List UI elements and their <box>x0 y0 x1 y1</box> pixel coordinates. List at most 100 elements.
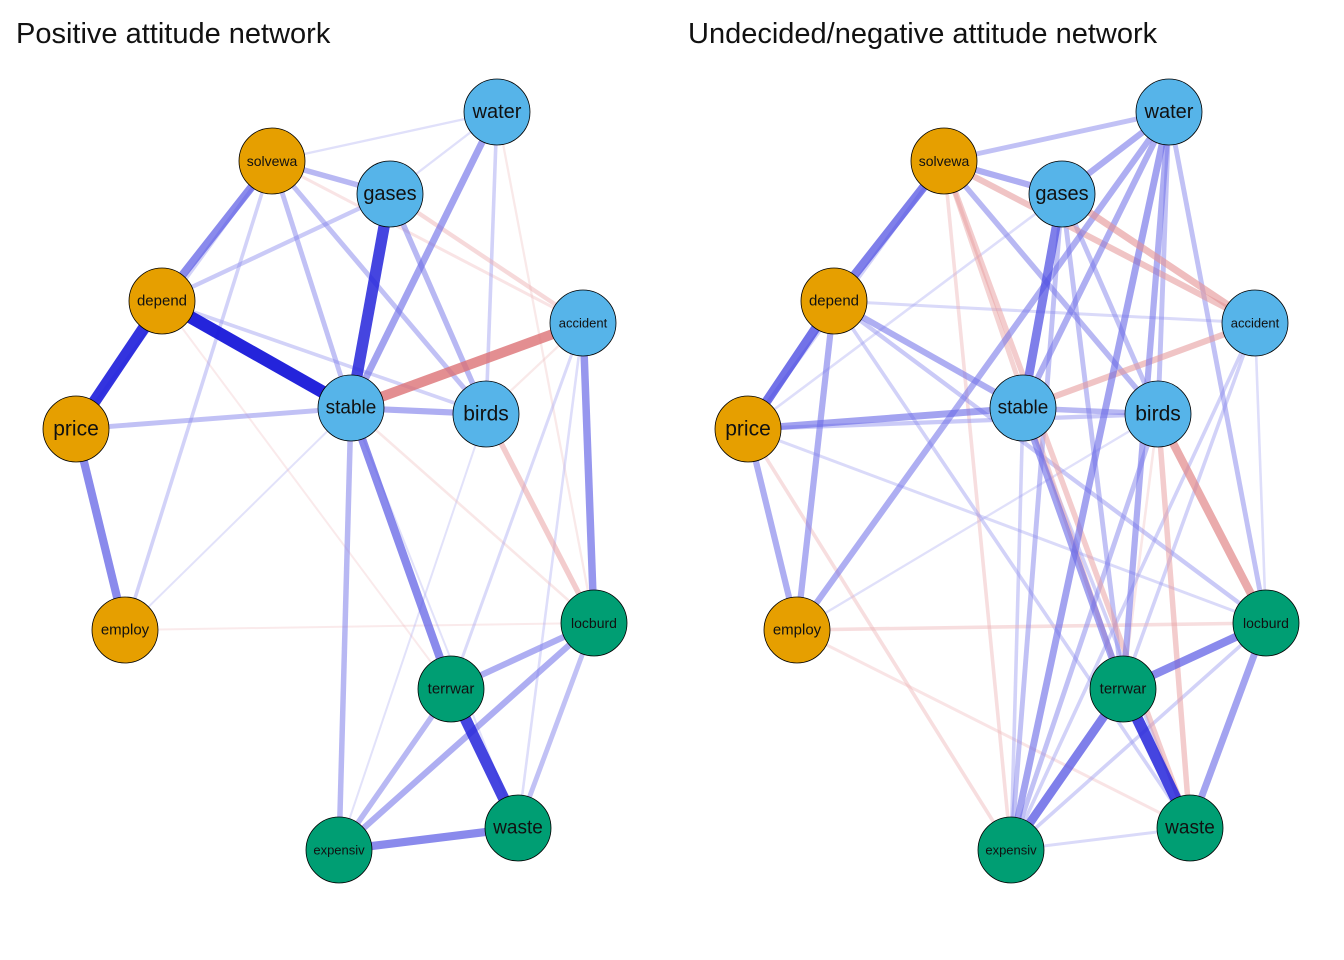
node-circle-waste <box>1156 794 1224 862</box>
edge-layer <box>744 109 1270 853</box>
edge-depend-stable <box>832 298 1025 411</box>
edge-birds-locburd <box>1154 412 1270 625</box>
edge-water-birds <box>484 111 499 415</box>
node-label-terrwar: terrwar <box>428 681 475 698</box>
edge-locburd-expensiv <box>336 620 597 853</box>
edge-locburd-expensiv <box>1009 621 1268 852</box>
node-depend: depend <box>800 267 868 335</box>
edge-accident-waste <box>516 322 585 829</box>
edge-birds-expensiv <box>1008 413 1161 851</box>
edge-layer <box>71 110 598 855</box>
edge-water-solvewa <box>943 109 1170 164</box>
node-stable: stable <box>317 374 385 442</box>
node-circle-terrwar <box>417 655 485 723</box>
node-accident: accident <box>1221 289 1289 357</box>
node-label-employ: employ <box>101 622 150 639</box>
edge-gases-stable <box>345 192 396 410</box>
edge-stable-terrwar <box>347 406 455 691</box>
edge-birds-expensiv <box>338 413 487 851</box>
positive-network-panel: water solvewa gases depend accident stable bir… <box>42 78 628 884</box>
edge-water-stable <box>1020 110 1172 410</box>
node-layer: water solvewa gases depend accident stable bir… <box>714 78 1300 884</box>
edge-price-stable <box>75 405 352 432</box>
node-circle-stable <box>317 374 385 442</box>
edge-accident-stable <box>1021 320 1257 411</box>
node-depend: depend <box>128 267 196 335</box>
undecided-network-panel: water solvewa gases depend accident stable bir… <box>714 78 1300 884</box>
node-circle-stable <box>989 374 1057 442</box>
node-circle-expensiv <box>305 816 373 884</box>
edge-gases-birds <box>387 192 489 416</box>
node-layer: water solvewa gases depend accident stable bir… <box>42 78 628 884</box>
edge-birds-waste <box>1155 413 1193 829</box>
node-price: price <box>42 395 110 463</box>
edge-solvewa-accident <box>271 159 584 325</box>
node-expensiv: expensiv <box>305 816 373 884</box>
node-birds: birds <box>1124 380 1192 448</box>
node-terrwar: terrwar <box>417 655 485 723</box>
node-label-birds: birds <box>463 403 509 426</box>
node-circle-solvewa <box>238 127 306 195</box>
edge-stable-accident <box>349 318 585 413</box>
edge-accident-locburd <box>1253 322 1268 624</box>
node-circle-gases <box>356 160 424 228</box>
edge-price-employ <box>744 428 801 631</box>
edge-solvewa-waste <box>941 160 1193 829</box>
node-label-waste: waste <box>492 818 543 839</box>
node-circle-birds <box>1124 380 1192 448</box>
edge-birds-locburd <box>483 412 597 625</box>
node-solvewa: solvewa <box>910 127 978 195</box>
edge-price-locburd <box>747 427 1267 625</box>
edge-gases-expensiv <box>1008 193 1065 851</box>
node-label-water: water <box>472 101 522 123</box>
edge-gases-stable <box>1018 193 1067 409</box>
edge-gases-accident <box>388 192 585 325</box>
edge-locburd-waste <box>515 622 597 829</box>
node-accident: accident <box>549 289 617 357</box>
edge-stable-expensiv <box>1009 407 1025 851</box>
edge-stable-locburd <box>350 407 595 624</box>
right-panel-title: Undecided/negative attitude network <box>688 18 1158 50</box>
edge-water-employ <box>794 110 1172 632</box>
node-circle-depend <box>128 267 196 335</box>
edge-employ-locburd <box>124 622 595 631</box>
node-water: water <box>463 78 531 146</box>
left-panel-title: Positive attitude network <box>16 18 331 50</box>
node-price: price <box>714 395 782 463</box>
edge-water-solvewa <box>271 110 498 163</box>
node-label-accident: accident <box>559 316 608 331</box>
node-label-solvewa: solvewa <box>919 153 970 169</box>
node-label-depend: depend <box>809 293 859 310</box>
node-gases: gases <box>356 160 424 228</box>
edge-stable-employ <box>124 407 352 631</box>
node-circle-accident <box>1221 289 1289 357</box>
node-label-locburd: locburd <box>1243 615 1289 631</box>
node-label-expensiv: expensiv <box>985 843 1037 858</box>
node-label-price: price <box>725 418 771 441</box>
node-locburd: locburd <box>1232 589 1300 657</box>
node-circle-accident <box>549 289 617 357</box>
node-employ: employ <box>91 596 159 664</box>
edge-depend-birds <box>161 299 487 416</box>
node-waste: waste <box>1156 794 1224 862</box>
node-circle-locburd <box>1232 589 1300 657</box>
edge-depend-stable <box>158 295 355 414</box>
node-circle-waste <box>484 794 552 862</box>
node-label-stable: stable <box>326 398 377 419</box>
edge-depend-terrwar <box>161 300 452 690</box>
node-label-gases: gases <box>363 183 416 205</box>
node-label-birds: birds <box>1135 403 1181 426</box>
edge-accident-terrwar <box>1121 322 1257 690</box>
node-terrwar: terrwar <box>1089 655 1157 723</box>
node-label-water: water <box>1144 101 1194 123</box>
edge-water-locburd <box>495 111 596 624</box>
edge-water-expensiv <box>1007 111 1173 851</box>
node-circle-water <box>1135 78 1203 146</box>
node-label-accident: accident <box>1231 316 1280 331</box>
node-label-waste: waste <box>1164 818 1215 839</box>
node-label-solvewa: solvewa <box>247 153 298 169</box>
edge-water-stable <box>347 110 501 410</box>
node-circle-locburd <box>560 589 628 657</box>
node-circle-employ <box>91 596 159 664</box>
node-circle-water <box>463 78 531 146</box>
